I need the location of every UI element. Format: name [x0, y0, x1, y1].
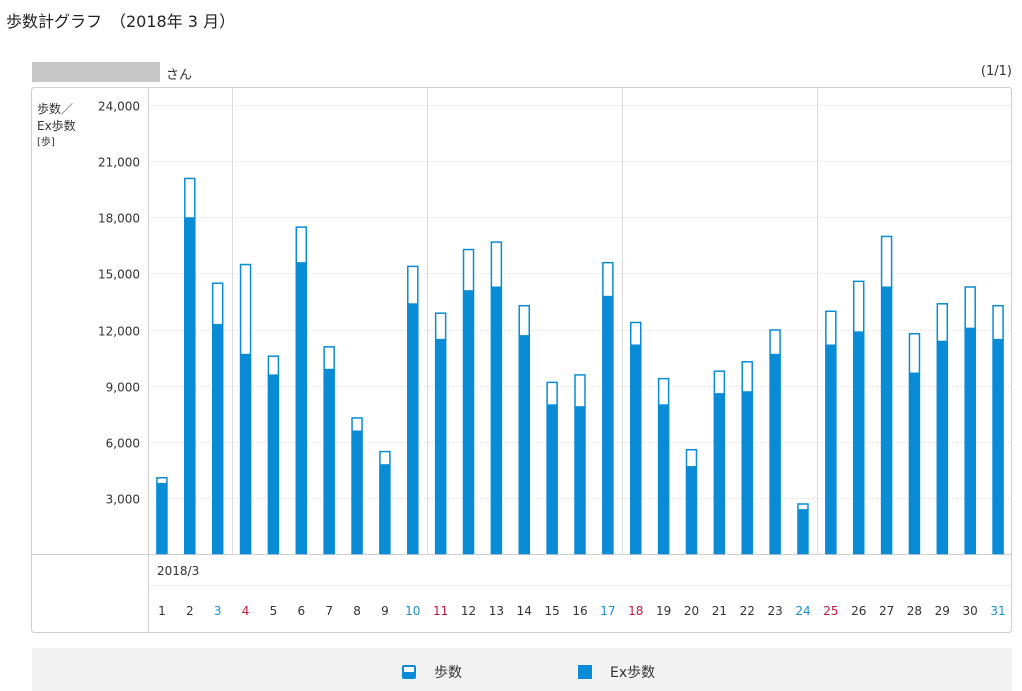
x-tick-label: 30 [963, 604, 978, 618]
x-tick-label: 22 [740, 604, 755, 618]
bar-ex-steps [184, 217, 196, 554]
steps-swatch-icon [402, 665, 416, 679]
x-tick-label: 18 [628, 604, 643, 618]
bar-ex-steps [351, 430, 363, 554]
y-tick-label: 3,000 [106, 493, 140, 507]
x-tick-label: 17 [600, 604, 615, 618]
x-tick-label: 8 [353, 604, 361, 618]
bar-ex-steps [992, 338, 1004, 554]
x-tick-label: 31 [990, 604, 1005, 618]
bar-ex-steps [407, 303, 419, 554]
bar-ex-steps [685, 466, 697, 554]
x-tick-label: 11 [433, 604, 448, 618]
x-tick-label: 7 [325, 604, 333, 618]
bar-ex-steps [574, 406, 586, 554]
bar-ex-steps [212, 323, 224, 554]
bar-ex-steps [323, 368, 335, 554]
x-tick-label: 5 [270, 604, 278, 618]
y-tick-label: 12,000 [98, 325, 140, 339]
bar-ex-steps [463, 290, 475, 554]
bar-ex-steps [490, 286, 502, 554]
chart-legend: 歩数 Ex歩数 [32, 648, 1012, 691]
bar-ex-steps [908, 372, 920, 554]
x-tick-label: 4 [242, 604, 250, 618]
legend-steps-label: 歩数 [434, 665, 462, 681]
x-tick-label: 21 [712, 604, 727, 618]
bar-ex-steps [713, 393, 725, 554]
y-axis-label-unit: [歩] [37, 135, 55, 148]
bar-ex-steps [936, 340, 948, 554]
bar-ex-steps [518, 335, 530, 554]
legend-ex-steps-label: Ex歩数 [610, 665, 656, 681]
bar-ex-steps [964, 327, 976, 554]
x-tick-label: 14 [517, 604, 532, 618]
y-tick-label: 6,000 [106, 437, 140, 451]
x-tick-label: 1 [158, 604, 166, 618]
user-suffix: さん [166, 68, 193, 83]
x-tick-label: 6 [297, 604, 305, 618]
bar-ex-steps [630, 344, 642, 554]
x-tick-label: 24 [795, 604, 810, 618]
bar-ex-steps [881, 286, 893, 554]
legend-item-ex-steps: Ex歩数 [578, 662, 655, 682]
period-label: 2018/3 [157, 564, 199, 578]
x-tick-label: 28 [907, 604, 922, 618]
bar-ex-steps [658, 404, 670, 554]
x-tick-label: 16 [572, 604, 587, 618]
bar-ex-steps [295, 262, 307, 554]
x-tick-label: 20 [684, 604, 699, 618]
x-tick-label: 3 [214, 604, 222, 618]
x-tick-label: 12 [461, 604, 476, 618]
y-tick-label: 18,000 [98, 212, 140, 226]
y-tick-label: 24,000 [98, 100, 140, 114]
x-tick-label: 15 [544, 604, 559, 618]
bar-ex-steps [741, 391, 753, 554]
bar-ex-steps [797, 509, 809, 554]
page-title: 歩数計グラフ （2018年 3 月） [6, 12, 236, 31]
bar-ex-steps [240, 353, 252, 554]
bar-ex-steps [546, 404, 558, 554]
bar-ex-steps [156, 482, 168, 554]
bar-ex-steps [267, 374, 279, 554]
bar-ex-steps [853, 331, 865, 554]
x-tick-label: 27 [879, 604, 894, 618]
x-tick-label: 25 [823, 604, 838, 618]
y-axis-label-line2: Ex歩数 [37, 118, 76, 133]
bar-ex-steps [825, 344, 837, 554]
x-tick-label: 29 [935, 604, 950, 618]
ex-steps-swatch-icon [578, 665, 592, 679]
bar-ex-steps [435, 338, 447, 554]
y-axis-label-line1: 歩数／ [37, 101, 73, 116]
x-tick-label: 13 [489, 604, 504, 618]
step-chart: 3,000 6,000 9,000 12,000 15,000 18,000 21,000 2… [31, 87, 1012, 633]
user-name-redacted [32, 62, 160, 82]
x-tick-label: 19 [656, 604, 671, 618]
bar-ex-steps [602, 295, 614, 554]
page-indicator: (1/1) [980, 64, 1012, 79]
x-tick-label: 9 [381, 604, 389, 618]
legend-item-steps: 歩数 [402, 662, 462, 682]
x-tick-label: 10 [405, 604, 420, 618]
x-tick-label: 23 [767, 604, 782, 618]
y-tick-label: 9,000 [106, 381, 140, 395]
y-tick-label: 15,000 [98, 268, 140, 282]
y-tick-label: 21,000 [98, 156, 140, 170]
bar-ex-steps [379, 464, 391, 554]
bar-ex-steps [769, 353, 781, 554]
x-tick-label: 26 [851, 604, 866, 618]
x-tick-label: 2 [186, 604, 194, 618]
